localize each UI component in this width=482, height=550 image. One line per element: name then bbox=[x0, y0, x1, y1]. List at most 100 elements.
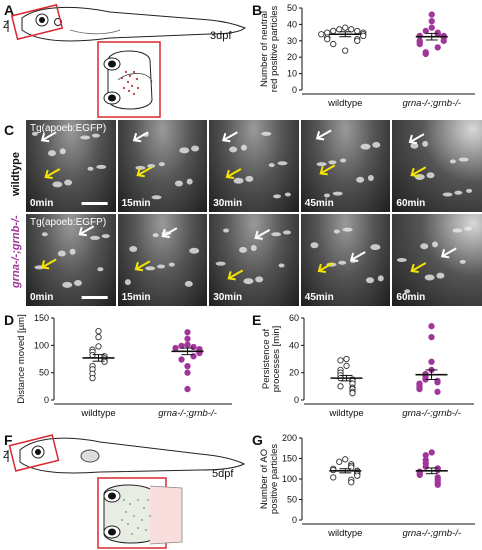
panel-label-g: G bbox=[252, 432, 263, 448]
data-point bbox=[416, 40, 423, 48]
data-point bbox=[348, 479, 355, 486]
yellow-arrow-icon bbox=[44, 168, 61, 180]
y-tick-label: 60 bbox=[289, 313, 299, 323]
y-axis-label: Number of AO bbox=[259, 449, 270, 509]
x-category-label: grna-/-;grnb-/- bbox=[402, 528, 461, 539]
data-point bbox=[434, 388, 441, 395]
data-point bbox=[349, 390, 356, 397]
timelapse-frame: 45min bbox=[300, 214, 391, 306]
data-point bbox=[330, 466, 337, 474]
data-point bbox=[172, 344, 179, 352]
data-point bbox=[184, 362, 191, 370]
timelapse-frame: 15min bbox=[117, 120, 208, 212]
data-point bbox=[428, 24, 435, 31]
y-tick-label: 40 bbox=[287, 19, 297, 29]
y-tick-label: 50 bbox=[39, 368, 49, 378]
data-point bbox=[336, 26, 343, 33]
cell-bodies bbox=[397, 226, 473, 294]
scale-bar bbox=[81, 296, 108, 299]
data-point bbox=[95, 327, 102, 335]
white-arrow-icon bbox=[132, 131, 149, 143]
row-label-wildtype: wildtype bbox=[10, 151, 22, 196]
data-point bbox=[428, 333, 435, 341]
yellow-arrow-icon bbox=[319, 164, 336, 176]
timelapse-frame: 45min bbox=[300, 120, 391, 212]
panel-label-f: F bbox=[4, 432, 13, 448]
y-tick-label: 100 bbox=[34, 340, 49, 350]
timelapse-frame: 60min bbox=[392, 214, 482, 306]
data-point bbox=[434, 44, 441, 51]
chart-d-distance-moved: 0 50 100 150 Distance moved [µm] wildtype grna… bbox=[16, 313, 232, 419]
timestamp-label: 45min bbox=[304, 292, 334, 303]
data-point bbox=[428, 17, 435, 25]
data-point bbox=[440, 37, 447, 44]
cell-bodies bbox=[31, 131, 108, 205]
data-point bbox=[434, 379, 441, 386]
data-point bbox=[184, 385, 191, 393]
y-axis-label: processes [min] bbox=[271, 326, 282, 393]
white-arrow-icon bbox=[349, 251, 366, 262]
data-point bbox=[178, 342, 185, 350]
y-tick-label: 0 bbox=[292, 515, 297, 525]
data-point bbox=[342, 456, 349, 463]
cell-bodies bbox=[409, 133, 473, 197]
timelapse-frame: 30min bbox=[209, 120, 299, 212]
data-point bbox=[354, 37, 361, 44]
panel-label-e: E bbox=[252, 312, 262, 328]
y-tick-label: 100 bbox=[282, 474, 297, 484]
timelapse-frame: Tg(apoeb:EGFP) 0min bbox=[26, 214, 116, 306]
timestamp-label: 60min bbox=[396, 292, 426, 303]
axis-z-label-f: Z bbox=[3, 450, 10, 461]
transgene-label: Tg(apoeb:EGFP) bbox=[30, 123, 107, 134]
panel-label-d: D bbox=[4, 312, 15, 328]
y-tick-label: 10 bbox=[287, 69, 297, 79]
white-arrow-icon bbox=[315, 129, 332, 141]
data-point bbox=[89, 374, 96, 382]
white-arrow-icon bbox=[254, 229, 271, 240]
data-point bbox=[434, 481, 441, 488]
yellow-arrow-icon bbox=[40, 258, 57, 270]
timestamp-label: 45min bbox=[304, 198, 334, 209]
row-label-mutant: grna-/-;grnb-/- bbox=[10, 215, 22, 288]
y-axis-label: red positive particles bbox=[269, 5, 280, 92]
data-point bbox=[422, 27, 429, 35]
white-arrow-icon bbox=[222, 131, 239, 143]
data-point bbox=[337, 383, 344, 390]
data-point bbox=[101, 358, 108, 365]
stage-label-3dpf: 3dpf bbox=[210, 30, 232, 42]
y-tick-label: 150 bbox=[282, 454, 297, 464]
x-category-label: grna-/-;grnb-/- bbox=[402, 98, 461, 109]
data-point bbox=[416, 385, 423, 393]
timestamp-label: 0min bbox=[30, 292, 54, 303]
data-point bbox=[95, 343, 102, 350]
y-tick-label: 150 bbox=[34, 313, 49, 323]
data-point bbox=[95, 333, 102, 341]
data-point bbox=[184, 329, 191, 336]
cell-bodies bbox=[310, 227, 384, 284]
yellow-arrow-icon bbox=[225, 168, 242, 180]
y-axis-label: positive particles bbox=[269, 444, 280, 514]
y-tick-label: 20 bbox=[289, 368, 299, 378]
y-tick-label: 0 bbox=[44, 395, 49, 405]
data-point bbox=[318, 31, 325, 38]
data-point bbox=[184, 341, 191, 348]
y-tick-label: 0 bbox=[294, 395, 299, 405]
data-point bbox=[428, 11, 435, 18]
x-category-label: wildtype bbox=[328, 408, 363, 419]
timestamp-label: 60min bbox=[396, 198, 426, 209]
timestamp-label: 15min bbox=[121, 292, 151, 303]
scale-bar bbox=[81, 202, 108, 205]
white-arrow-icon bbox=[78, 225, 95, 237]
timestamp-label: 15min bbox=[121, 198, 151, 209]
data-point bbox=[184, 335, 191, 342]
y-axis-label: Number of neutral bbox=[259, 11, 270, 87]
stage-label-5dpf: 5dpf bbox=[212, 468, 234, 480]
white-arrow-icon bbox=[161, 227, 177, 239]
data-point bbox=[348, 26, 355, 33]
y-tick-label: 50 bbox=[287, 495, 297, 505]
y-axis-label: Distance moved [µm] bbox=[16, 314, 27, 403]
data-point bbox=[330, 27, 337, 35]
yellow-arrow-icon bbox=[136, 166, 152, 178]
cell-bodies bbox=[124, 227, 199, 287]
data-point bbox=[337, 357, 344, 364]
